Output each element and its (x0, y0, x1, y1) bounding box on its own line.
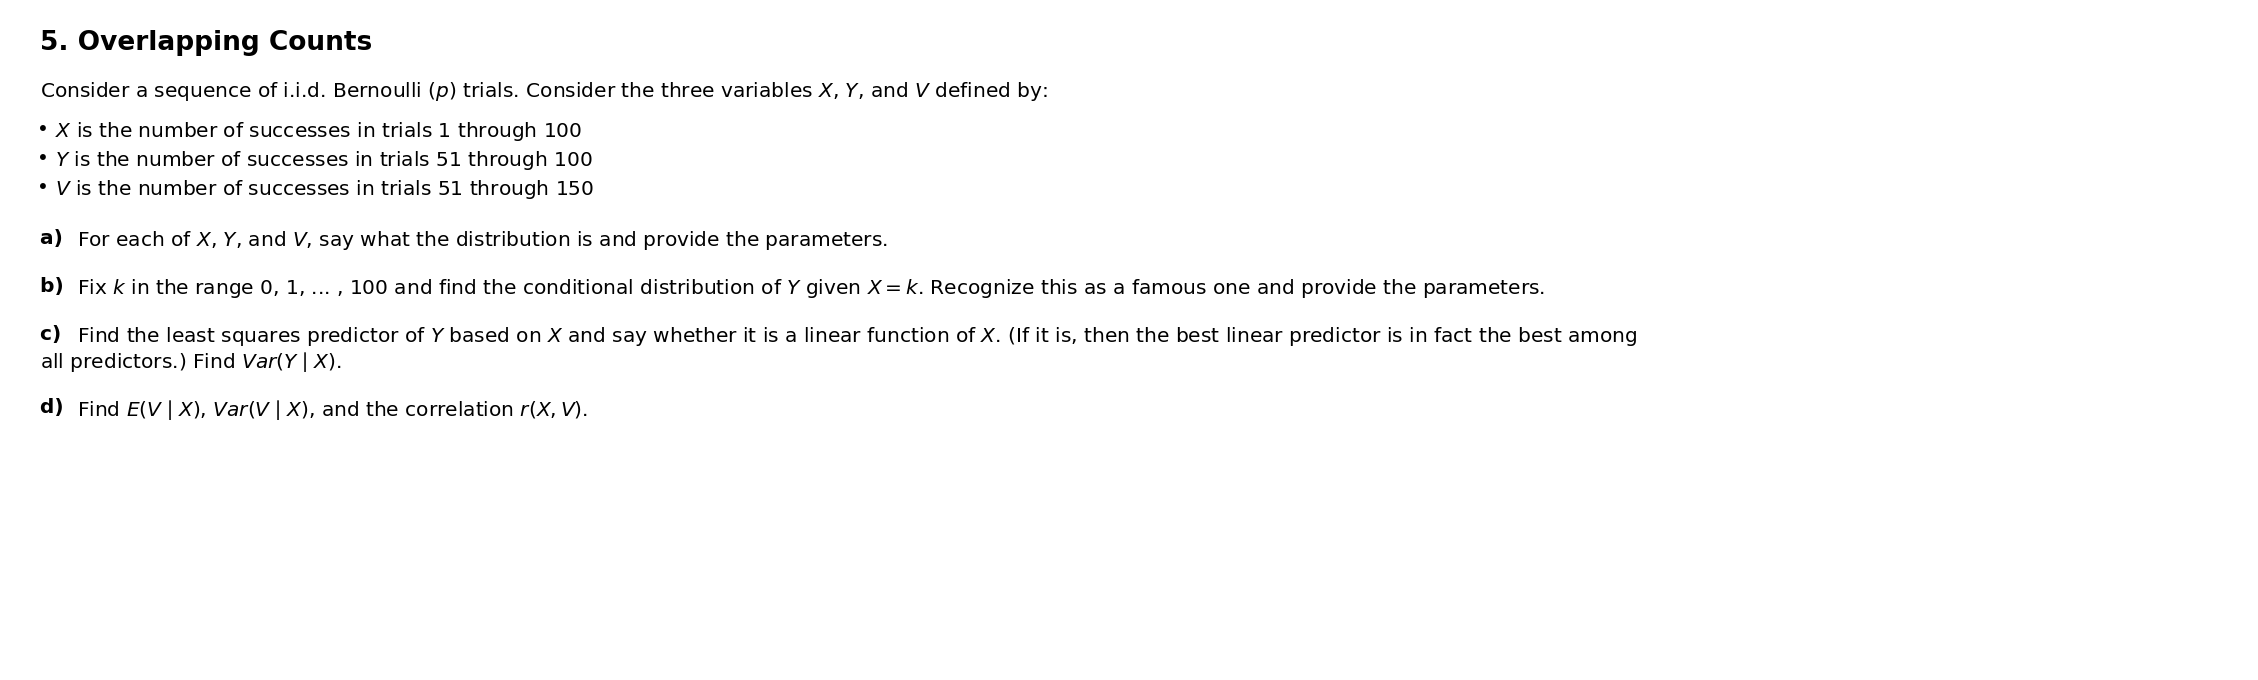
Text: all predictors.) Find $Var(Y \mid X)$.: all predictors.) Find $Var(Y \mid X)$. (41, 350, 341, 375)
Text: Find $E(V \mid X)$, $Var(V \mid X)$, and the correlation $r(X, V)$.: Find $E(V \mid X)$, $Var(V \mid X)$, and… (77, 398, 589, 422)
Text: d): d) (41, 398, 70, 418)
Text: •: • (36, 178, 50, 197)
Text: Consider a sequence of i.i.d. Bernoulli ($p$) trials. Consider the three variabl: Consider a sequence of i.i.d. Bernoulli … (41, 80, 1048, 103)
Text: Fix $k$ in the range 0, 1, ... , 100 and find the conditional distribution of $Y: Fix $k$ in the range 0, 1, ... , 100 and… (77, 277, 1544, 300)
Text: •: • (36, 120, 50, 139)
Text: Find the least squares predictor of $Y$ based on $X$ and say whether it is a lin: Find the least squares predictor of $Y$ … (77, 325, 1637, 347)
Text: b): b) (41, 277, 70, 296)
Text: c): c) (41, 325, 68, 343)
Text: a): a) (41, 229, 70, 248)
Text: $V$ is the number of successes in trials 51 through 150: $V$ is the number of successes in trials… (54, 178, 594, 201)
Text: For each of $X$, $Y$, and $V$, say what the distribution is and provide the para: For each of $X$, $Y$, and $V$, say what … (77, 229, 887, 252)
Text: 5. Overlapping Counts: 5. Overlapping Counts (41, 30, 373, 56)
Text: $Y$ is the number of successes in trials 51 through 100: $Y$ is the number of successes in trials… (54, 149, 592, 172)
Text: •: • (36, 149, 50, 168)
Text: $X$ is the number of successes in trials 1 through 100: $X$ is the number of successes in trials… (54, 120, 583, 143)
